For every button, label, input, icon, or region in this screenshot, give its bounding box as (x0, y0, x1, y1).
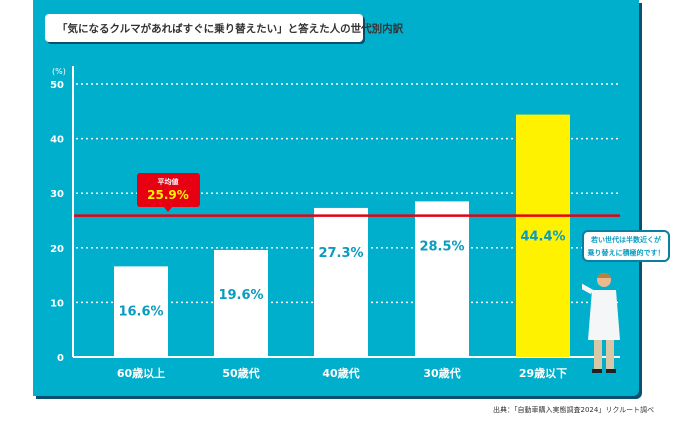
x-tick-label: 30歳代 (423, 366, 460, 380)
x-tick-label: 29歳以下 (519, 366, 567, 380)
average-badge-pointer (164, 207, 172, 212)
callout-line1: 若い世代は半数近くが (591, 236, 661, 244)
bar (516, 114, 570, 358)
bar-value-label: 27.3% (318, 246, 363, 261)
presenter-illustration (582, 273, 620, 373)
x-tick-label: 50歳代 (222, 366, 259, 380)
bar (314, 207, 368, 357)
average-label: 平均値 (158, 177, 179, 186)
bar (114, 266, 168, 357)
x-tick-label: 60歳以上 (117, 366, 165, 380)
chart-title: 「気になるクルマがあればすぐに乗り替えたい」と答えた人の世代別内訳 (57, 22, 404, 35)
x-tick-label: 40歳代 (322, 366, 359, 380)
y-tick-label: 50 (50, 80, 64, 91)
bar-value-label: 19.6% (218, 288, 263, 303)
bar-value-label: 28.5% (419, 239, 464, 254)
bar-value-label: 44.4% (520, 230, 565, 245)
y-tick-label: 10 (50, 298, 64, 309)
y-tick-label: 30 (50, 189, 64, 200)
bar (214, 249, 268, 357)
average-badge (137, 173, 200, 207)
callout-bubble: 若い世代は半数近くが 乗り替えに積極的です！ (582, 230, 670, 262)
y-tick-label: 40 (50, 135, 64, 146)
chart-title-box: 「気になるクルマがあればすぐに乗り替えたい」と答えた人の世代別内訳 (45, 14, 403, 42)
bar (415, 201, 469, 357)
y-axis-unit: (%) (52, 67, 66, 76)
y-tick-label: 20 (50, 244, 64, 255)
callout-line2: 乗り替えに積極的です！ (587, 249, 665, 257)
bar-value-label: 16.6% (118, 304, 163, 319)
average-value: 25.9% (147, 188, 189, 202)
y-tick-label: 0 (57, 353, 64, 364)
source-note: 出典：「自動車購入実態調査2024」リクルート調べ (493, 406, 655, 414)
